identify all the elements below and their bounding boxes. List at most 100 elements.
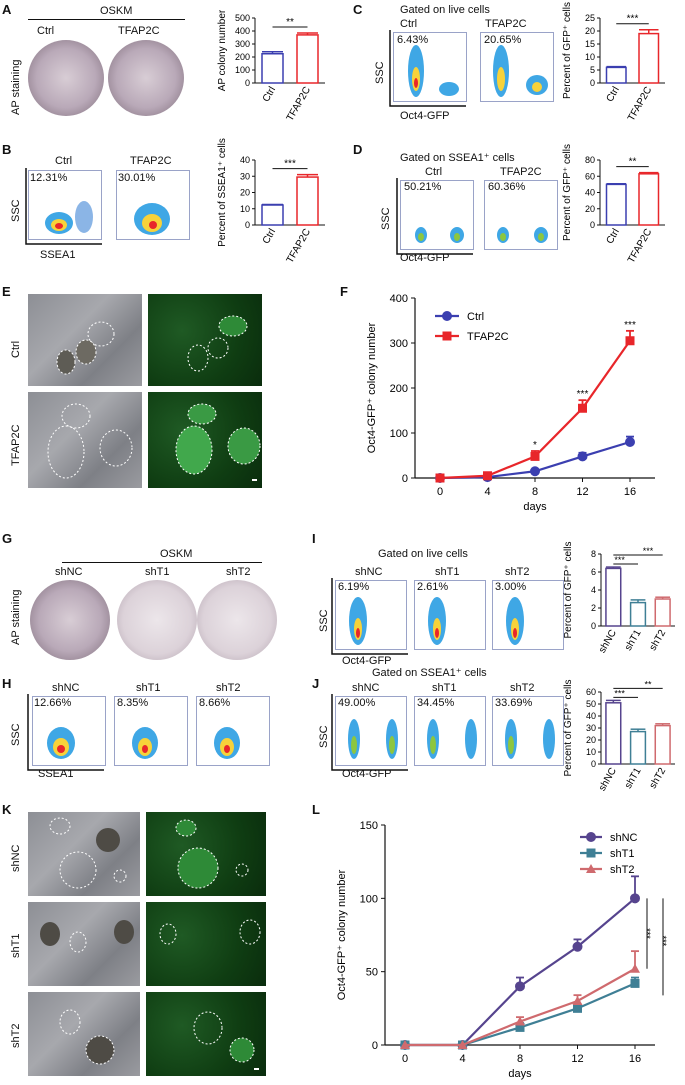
panel-label-l: L [312,802,320,817]
gfp-image [146,902,266,986]
significance-label: *** [643,546,654,556]
chart-c-bar: 0 5 10 15 20 25 Percent of GFP⁺ cells Ctrl TFAP2… [562,2,665,123]
flow-col-label: shNC [355,566,383,578]
gate-percent: 2.61% [417,581,449,593]
data-point [400,1040,410,1049]
dish-label: shNC [55,566,83,578]
y-tick-label: 50 [366,967,378,979]
data-point [572,941,583,952]
row-label: TFAP2C [10,424,22,466]
x-tick-label: 16 [629,1053,641,1065]
data-point [572,996,583,1005]
oskm-line [62,562,262,563]
y-tick-label: 40 [586,711,596,721]
bar [638,173,660,226]
flow-col-label: TFAP2C [500,166,542,178]
y-tick-label: 40 [585,188,595,198]
flow-title: Gated on live cells [400,4,490,16]
chart-f-line: 0 100 200 300 400 0 4 8 12 16 days Oct4-GFP⁺ colony… [366,293,655,513]
gfp-image [148,392,262,488]
y-tick-label: 20 [585,26,595,36]
flow-col-label: shT1 [432,682,457,694]
y-tick-label: 200 [390,383,408,395]
bar [629,730,647,765]
y-tick-label: 4 [591,585,596,595]
flow-col-label: TFAP2C [130,155,172,167]
dish-label: TFAP2C [118,25,160,37]
panel-label-d: D [353,142,363,157]
gate-percent: 12.66% [34,697,72,709]
dish-label: Ctrl [37,25,55,37]
chart-i-bar: 0 2 4 6 8 Percent of GFP⁺ cells shNC shT1 shT2 **… [563,542,675,655]
y-tick-label: 30 [586,723,596,733]
significance-label: ** [286,17,294,28]
flow-title: Gated on SSEA1⁺ cells [400,152,515,164]
data-point [625,336,635,346]
flow-axes [331,694,408,771]
y-axis-label: AP colony number [217,9,228,91]
y-tick-label: 0 [591,621,596,631]
y-tick-label: 300 [390,338,408,350]
ap-dish-tfap2c [108,40,184,116]
flow-plot [480,32,554,102]
x-tick-label: TFAP2C [285,85,313,123]
ap-dish-sht1 [117,580,197,660]
y-tick-label: 80 [585,155,595,165]
flow-col-label: shNC [352,682,380,694]
x-tick-label: 8 [532,486,538,498]
y-axis-label: Percent of SSEA1⁺ cells [217,138,228,247]
chart-l-line: 0 50 100 150 0 4 8 12 16 days Oct4-GFP⁺ colony num… [336,820,668,1080]
y-tick-label: 8 [591,549,596,559]
y-tick-label: 2 [591,603,596,613]
flow-col-label: TFAP2C [485,18,527,30]
flow-axes [396,178,473,255]
y-tick-label: 10 [240,204,250,214]
y-tick-label: 60 [586,687,596,697]
data-point [435,473,445,483]
legend-label: shNC [610,832,638,844]
y-axis-label: Percent of GFP⁺ cells [562,144,573,241]
flow-plot [400,180,474,250]
gate-percent: 8.66% [199,697,231,709]
gate-percent: 12.31% [30,172,68,184]
bar [261,204,284,226]
chart-a-bar: 0 100 200 300 400 500 AP colony number Ctrl TFAP… [217,9,325,123]
significance-label: ** [629,157,637,168]
legend-label: shT2 [610,864,634,876]
flow-plot [414,696,486,766]
dish-label: shT2 [226,566,251,578]
x-tick-label: TFAP2C [626,85,654,123]
y-tick-label: 40 [240,155,250,165]
significance-label: *** [284,159,296,170]
significance-label: *** [658,936,668,947]
data-point [630,963,640,973]
y-axis-label: SSC [10,199,22,222]
x-tick-label: 16 [624,486,636,498]
data-point [515,1022,525,1032]
panel-label-j: J [312,676,320,691]
chart-b-bar: 0 10 20 30 40 Percent of SSEA1⁺ cells Ctrl TFAP… [217,138,325,265]
gate-percent: 3.00% [495,581,527,593]
flow-plot [196,696,270,766]
y-axis-label: SSC [10,723,22,746]
brightfield-image [28,294,142,386]
y-tick-label: 0 [590,78,595,88]
brightfield-image [28,392,142,488]
data-point [442,331,452,341]
x-tick-label: TFAP2C [626,227,654,265]
y-axis-label: Percent of GFP⁺ cells [563,680,574,777]
data-point [630,893,640,904]
y-axis-label: AP staining [10,59,22,115]
y-tick-label: 0 [372,1040,378,1052]
data-point [578,403,587,413]
gfp-image [146,812,266,896]
y-axis-label: SSC [380,207,392,230]
significance-label: *** [577,389,589,400]
flow-plot [32,696,106,766]
flow-plot [28,170,102,240]
data-point [530,466,540,477]
y-tick-label: 30 [240,171,250,181]
panel-label-g: G [2,531,13,546]
panel-label-i: I [312,531,316,546]
flow-col-label: shT1 [435,566,460,578]
